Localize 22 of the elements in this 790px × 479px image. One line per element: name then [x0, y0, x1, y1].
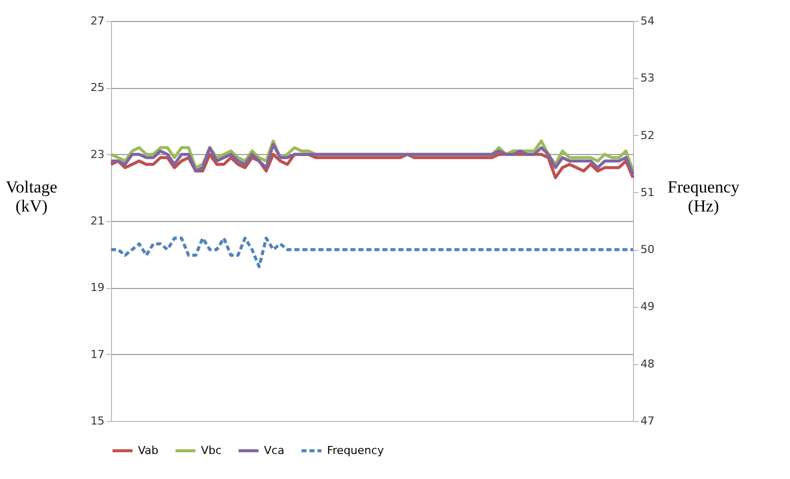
y-tick-label: 19 — [90, 281, 104, 294]
y-tick-label: 23 — [90, 148, 104, 161]
y-tick-label: 17 — [90, 348, 104, 361]
legend-label: Frequency — [327, 444, 384, 457]
y2-tick-label: 48 — [640, 357, 654, 370]
y2-tick-label: 50 — [640, 243, 654, 256]
y-tick-label: 25 — [90, 81, 104, 94]
y2-tick-label: 52 — [640, 128, 654, 142]
legend-label: Vbc — [201, 444, 222, 457]
y-axis-title: Voltage (kV) — [6, 178, 58, 216]
y-tick-label: 15 — [90, 414, 104, 428]
y2-axis-title: Frequency (Hz) — [668, 178, 740, 216]
legend-label: Vab — [138, 444, 158, 457]
y-tick-label: 21 — [90, 214, 104, 228]
y2-tick-label: 51 — [640, 186, 654, 199]
y-tick-label: 27 — [90, 14, 104, 28]
y2-tick-label: 49 — [640, 300, 654, 314]
line-series — [110, 236, 634, 268]
y2-tick-label: 54 — [640, 14, 654, 28]
y2-tick-label: 53 — [640, 72, 654, 85]
y2-tick-label: 47 — [640, 414, 654, 428]
legend-label: Vca — [264, 444, 284, 457]
